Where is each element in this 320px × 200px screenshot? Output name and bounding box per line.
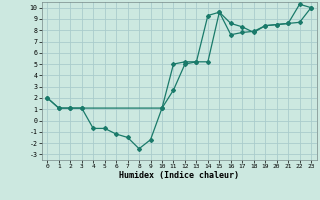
X-axis label: Humidex (Indice chaleur): Humidex (Indice chaleur) [119,171,239,180]
